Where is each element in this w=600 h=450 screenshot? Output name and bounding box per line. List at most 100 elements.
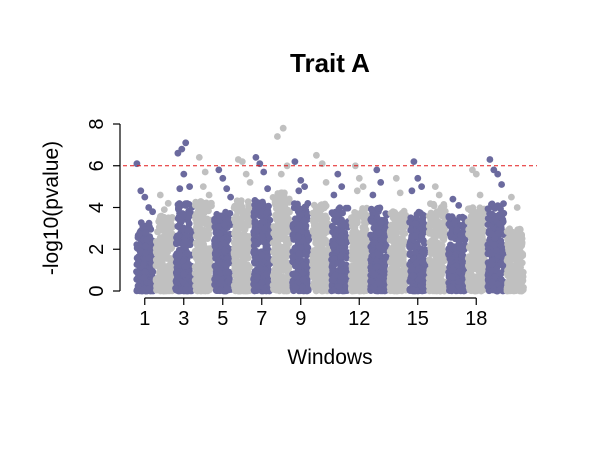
peak-point (313, 151, 320, 159)
window-group-5 (211, 166, 235, 295)
data-point (172, 284, 180, 292)
window-group-14 (386, 174, 410, 295)
data-point (153, 284, 161, 292)
peak-point (279, 124, 287, 132)
y-tick-label: 4 (86, 202, 108, 213)
data-point (517, 284, 525, 292)
data-point (516, 241, 524, 249)
data-point (155, 262, 162, 270)
x-tick-label: 3 (178, 308, 189, 330)
data-point (261, 287, 269, 294)
data-point (500, 209, 508, 217)
data-point (152, 238, 160, 245)
data-point (274, 218, 282, 226)
data-point (240, 230, 248, 238)
data-point (296, 221, 303, 229)
data-point (389, 237, 397, 245)
peak-point (215, 166, 223, 174)
data-point (263, 243, 271, 251)
data-point (516, 257, 523, 265)
y-axis-label: -log10(pvalue) (40, 141, 63, 275)
data-point (352, 209, 360, 217)
data-point (328, 222, 336, 230)
data-point (465, 256, 473, 263)
window-group-1 (133, 160, 157, 295)
data-point (445, 250, 453, 258)
data-point (316, 280, 324, 287)
x-axis-label: Windows (287, 346, 372, 369)
peak-point (396, 189, 404, 197)
data-point (467, 233, 475, 241)
data-point (484, 221, 492, 229)
data-point (398, 229, 406, 236)
peak-point (359, 183, 367, 191)
data-point (431, 249, 439, 257)
data-point (357, 273, 364, 280)
window-group-16 (425, 183, 449, 295)
x-tick-label: 7 (256, 308, 267, 330)
peak-point (334, 170, 342, 178)
data-point (310, 201, 318, 209)
data-point (368, 205, 375, 213)
data-point (196, 255, 203, 262)
data-point (200, 204, 208, 212)
data-point (231, 272, 239, 279)
window-group-3 (172, 139, 196, 295)
data-point (232, 235, 239, 242)
data-point (312, 239, 320, 247)
data-point (136, 230, 143, 238)
data-point (379, 235, 387, 243)
data-point (465, 270, 473, 277)
data-point (318, 205, 326, 213)
data-point (155, 218, 163, 226)
data-point (133, 254, 141, 262)
data-point (154, 276, 162, 284)
y-tick-label: 8 (86, 118, 108, 129)
data-point (396, 246, 404, 253)
data-point (294, 200, 301, 208)
data-point (174, 232, 182, 240)
data-point (137, 219, 145, 227)
data-point (265, 202, 272, 210)
data-point (250, 228, 258, 236)
data-point (434, 209, 442, 217)
data-point (270, 194, 278, 202)
data-point (292, 262, 299, 270)
y-tick-label: 0 (86, 285, 108, 296)
data-point (467, 224, 475, 232)
data-point (193, 210, 200, 218)
data-point (362, 205, 369, 213)
peak-point (223, 185, 231, 193)
data-point (466, 205, 473, 213)
data-point (141, 268, 149, 276)
data-point (475, 280, 483, 288)
data-point (311, 228, 319, 236)
data-point (309, 261, 317, 268)
data-point (456, 244, 463, 252)
data-point (412, 232, 419, 240)
data-point (283, 210, 291, 218)
peak-point (274, 133, 281, 140)
data-point (216, 230, 224, 238)
peak-point (238, 158, 246, 166)
peak-point (195, 154, 203, 161)
data-point (331, 231, 339, 239)
data-point (465, 243, 473, 251)
data-point (251, 220, 259, 227)
data-point (356, 283, 364, 291)
peak-point (199, 183, 207, 191)
data-point (161, 240, 169, 248)
peak-point (141, 193, 149, 201)
data-point (334, 260, 341, 267)
data-point (446, 230, 454, 238)
data-point (349, 279, 357, 287)
data-point (289, 253, 297, 261)
data-point (283, 237, 291, 245)
peak-point (176, 185, 184, 193)
data-point (201, 250, 209, 258)
data-point (182, 285, 190, 293)
data-point (496, 220, 504, 228)
peak-point (156, 191, 164, 199)
data-point (264, 253, 271, 261)
